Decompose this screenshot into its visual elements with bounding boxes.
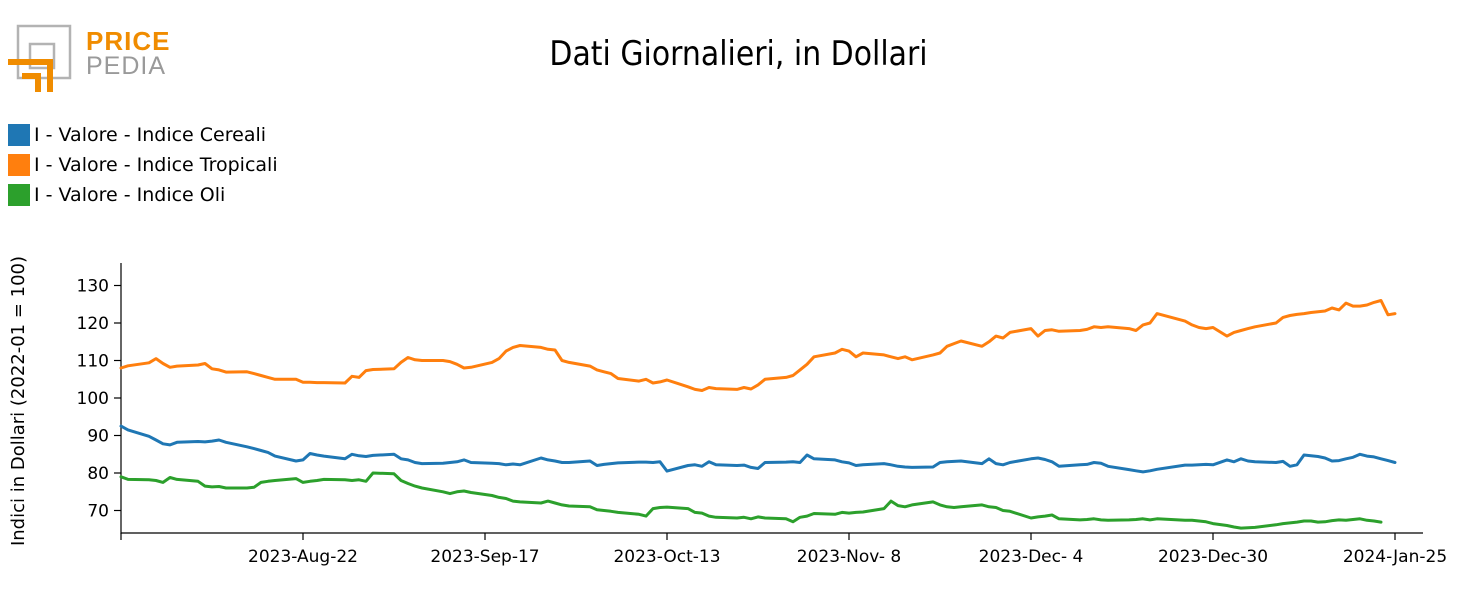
logo-mark-icon <box>8 24 72 92</box>
legend-item-tropicali[interactable]: I - Valore - Indice Tropicali <box>8 150 278 180</box>
pricepedia-logo: PRICE PEDIA <box>8 22 171 94</box>
series-line-oli <box>119 471 1383 530</box>
y-tick-label-100: 100 <box>77 389 109 409</box>
series-line-cereali <box>119 424 1397 474</box>
legend-item-cereali[interactable]: I - Valore - Indice Cereali <box>8 120 278 150</box>
logo-word-price: PRICE <box>86 26 171 56</box>
x-tick-label-2: 2023-Oct-13 <box>613 547 720 567</box>
legend-item-oli[interactable]: I - Valore - Indice Oli <box>8 180 278 210</box>
chart-title: Dati Giornalieri, in Dollari <box>549 34 928 74</box>
series-line-tropicali <box>119 299 1397 392</box>
logo-word-pedia: PEDIA <box>86 52 167 80</box>
x-tick-label-4: 2023-Dec- 4 <box>979 547 1084 567</box>
y-tick-label-130: 130 <box>77 277 109 297</box>
y-tick-label-110: 110 <box>77 352 109 372</box>
legend-label-cereali: I - Valore - Indice Cereali <box>34 124 267 146</box>
x-tick-label-3: 2023-Nov- 8 <box>797 547 901 567</box>
x-tick-label-1: 2023-Sep-17 <box>430 547 539 567</box>
x-tick-label-0: 2023-Aug-22 <box>248 547 358 567</box>
y-axis-title: Indici in Dollari (2022-01 = 100) <box>8 256 29 546</box>
legend-swatch-oli <box>8 184 30 206</box>
y-tick-label-90: 90 <box>87 427 109 447</box>
legend-label-oli: I - Valore - Indice Oli <box>34 184 226 206</box>
legend-swatch-cereali <box>8 124 30 146</box>
x-tick-label-6: 2024-Jan-25 <box>1343 547 1447 567</box>
y-tick-label-120: 120 <box>77 314 109 334</box>
y-tick-label-70: 70 <box>87 502 109 522</box>
legend-label-tropicali: I - Valore - Indice Tropicali <box>34 154 278 176</box>
x-tick-label-5: 2023-Dec-30 <box>1158 547 1268 567</box>
legend-swatch-tropicali <box>8 154 30 176</box>
legend: I - Valore - Indice Cereali I - Valore -… <box>8 120 278 210</box>
y-tick-label-80: 80 <box>87 464 109 484</box>
